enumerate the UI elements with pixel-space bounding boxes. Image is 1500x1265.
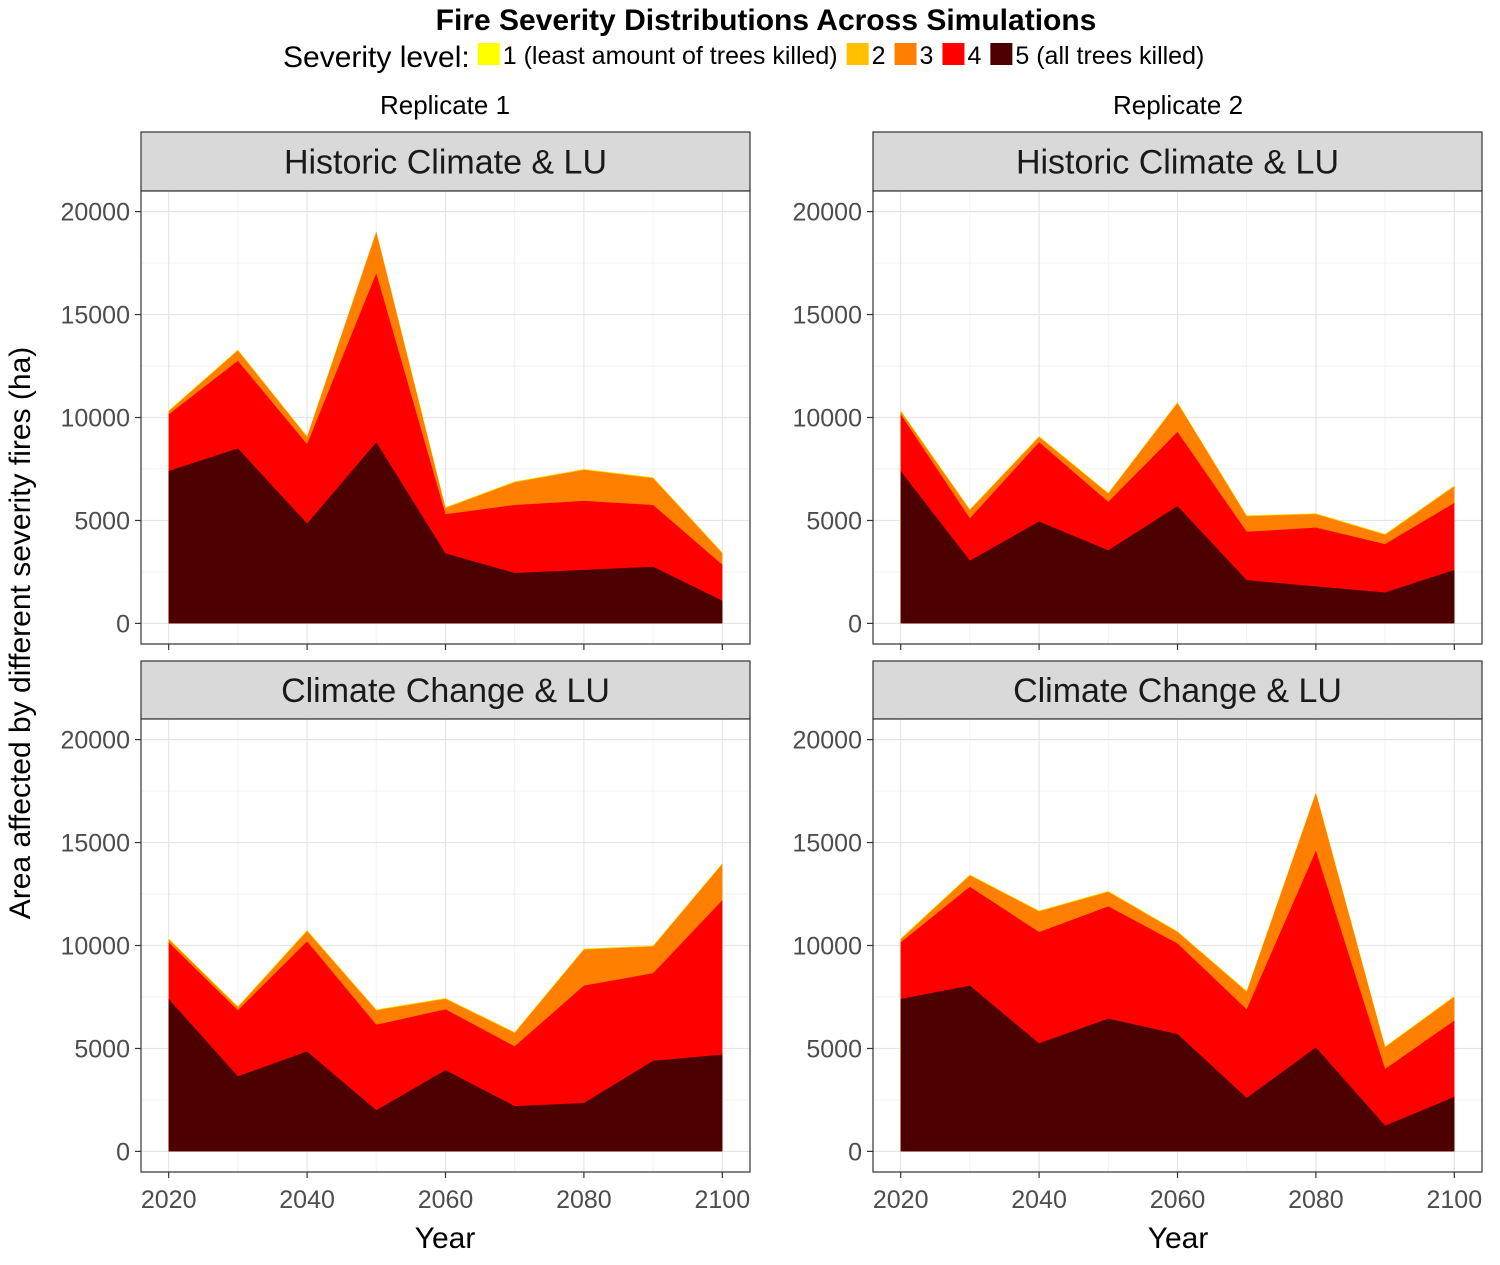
x-axis-label-replicate-2: Year bbox=[1148, 1222, 1209, 1255]
legend-label-3: 3 bbox=[920, 42, 934, 70]
chart-title: Fire Severity Distributions Across Simul… bbox=[436, 4, 1097, 37]
column-header-replicate-1: Replicate 1 bbox=[380, 90, 510, 120]
panel-replicate-1-climate-change-lu: Climate Change & LU 0 5000 10000 15000 20000 2… bbox=[60, 660, 751, 1214]
y-tick-label: 10000 bbox=[792, 405, 862, 433]
area-severity-5 bbox=[168, 999, 723, 1152]
column-header-replicate-2: Replicate 2 bbox=[1113, 90, 1243, 120]
legend-label-2: 2 bbox=[872, 42, 886, 70]
y-tick-label: 0 bbox=[116, 1138, 130, 1166]
y-tick-label: 10000 bbox=[792, 933, 862, 961]
legend-swatch-3 bbox=[894, 43, 917, 65]
area-severity-5 bbox=[900, 471, 1455, 624]
x-tick-label: 2020 bbox=[873, 1186, 929, 1214]
x-tick-label: 2020 bbox=[141, 1186, 197, 1214]
area-severity-5 bbox=[900, 985, 1455, 1152]
y-tick-label: 5000 bbox=[74, 507, 130, 535]
facet-strip bbox=[140, 131, 751, 192]
legend-swatch-1 bbox=[477, 43, 500, 65]
legend-label-4: 4 bbox=[967, 42, 981, 70]
legend-title: Severity level: bbox=[283, 41, 470, 74]
y-tick-label: 10000 bbox=[60, 933, 130, 961]
x-tick-label: 2080 bbox=[1288, 1186, 1344, 1214]
y-tick-label: 0 bbox=[116, 610, 130, 638]
y-tick-label: 15000 bbox=[60, 830, 130, 858]
y-tick-label: 15000 bbox=[60, 302, 130, 330]
legend-label-1: 1 (least amount of trees killed) bbox=[503, 42, 838, 70]
facet-strip-label: Historic Climate & LU bbox=[284, 144, 607, 182]
x-tick-label: 2080 bbox=[556, 1186, 612, 1214]
x-tick-label: 2040 bbox=[1011, 1186, 1067, 1214]
facet-strip bbox=[872, 660, 1483, 720]
y-axis-label: Area affected by different severity fire… bbox=[4, 347, 37, 920]
y-tick-label: 0 bbox=[848, 610, 862, 638]
facet-strip-label: Climate Change & LU bbox=[281, 672, 610, 710]
y-tick-label: 15000 bbox=[792, 830, 862, 858]
y-tick-label: 20000 bbox=[60, 199, 130, 227]
facet-strip-label: Climate Change & LU bbox=[1013, 672, 1342, 710]
x-axis-label-replicate-1: Year bbox=[415, 1222, 476, 1255]
y-tick-label: 20000 bbox=[792, 727, 862, 755]
x-tick-label: 2060 bbox=[1150, 1186, 1206, 1214]
x-tick-label: 2100 bbox=[1427, 1186, 1483, 1214]
facet-strip bbox=[872, 131, 1483, 192]
x-tick-label: 2100 bbox=[695, 1186, 751, 1214]
y-tick-label: 0 bbox=[848, 1138, 862, 1166]
x-tick-label: 2060 bbox=[418, 1186, 474, 1214]
x-tick-label: 2040 bbox=[279, 1186, 335, 1214]
facet-strip bbox=[140, 660, 751, 720]
panels-group: Historic Climate & LU 0 5000 10000 15000 2000… bbox=[60, 131, 1483, 1214]
y-tick-label: 5000 bbox=[806, 507, 862, 535]
y-tick-label: 5000 bbox=[806, 1035, 862, 1063]
y-tick-label: 5000 bbox=[74, 1035, 130, 1063]
y-tick-label: 20000 bbox=[792, 199, 862, 227]
legend: Severity level: 1 (least amount of trees… bbox=[283, 41, 1204, 74]
y-tick-label: 20000 bbox=[60, 727, 130, 755]
legend-label-5: 5 (all trees killed) bbox=[1015, 42, 1204, 70]
area-severity-5 bbox=[168, 442, 723, 624]
panel-replicate-2-historic-climate-lu: Historic Climate & LU 0 5000 10000 15000 2000… bbox=[792, 131, 1483, 650]
y-tick-label: 10000 bbox=[60, 405, 130, 433]
legend-swatch-5 bbox=[990, 43, 1013, 65]
facet-strip-label: Historic Climate & LU bbox=[1016, 144, 1339, 182]
legend-swatch-4 bbox=[942, 43, 965, 65]
legend-swatch-2 bbox=[846, 43, 869, 65]
panel-replicate-1-historic-climate-lu: Historic Climate & LU 0 5000 10000 15000 2000… bbox=[60, 131, 751, 650]
panel-replicate-2-climate-change-lu: Climate Change & LU 0 5000 10000 15000 20000 2… bbox=[792, 660, 1483, 1214]
y-tick-label: 15000 bbox=[792, 302, 862, 330]
